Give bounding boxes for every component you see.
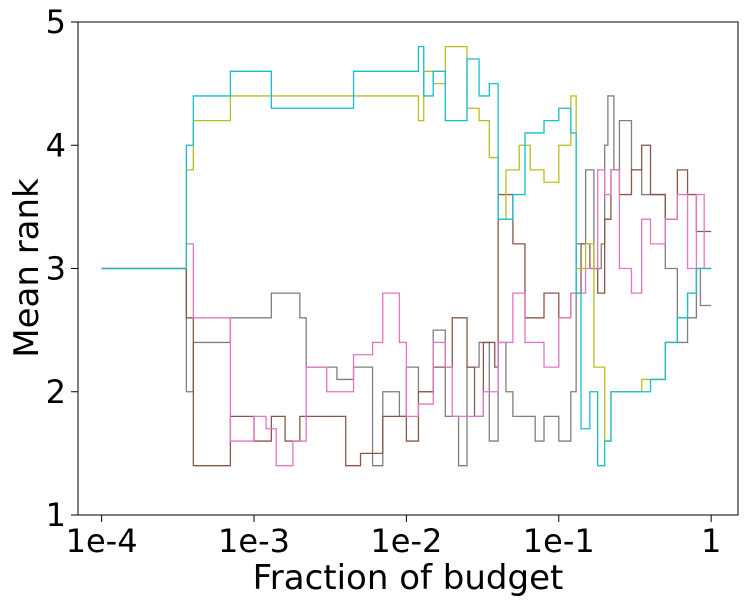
x-tick-label: 1e-3 [218, 522, 290, 560]
y-axis-label: Mean rank [7, 178, 47, 358]
y-tick-label: 1 [46, 496, 66, 534]
series-layer [101, 46, 712, 467]
x-tick-label: 1e-4 [66, 522, 138, 560]
series-line-gray [101, 95, 712, 467]
y-tick-label: 2 [46, 373, 66, 411]
y-tick-label: 3 [46, 250, 66, 288]
x-axis: 1e-4 1e-3 1e-2 1e-1 1 [66, 515, 721, 560]
x-tick-label: 1e-1 [523, 522, 595, 560]
x-axis-label: Fraction of budget [253, 558, 564, 598]
y-tick-label: 4 [46, 126, 66, 164]
x-tick-label: 1 [701, 522, 721, 560]
series-line-cyan [101, 46, 712, 467]
x-tick-label: 1e-2 [370, 522, 442, 560]
y-tick-label: 5 [46, 3, 66, 41]
y-axis: 1 2 3 4 5 [46, 3, 78, 534]
series-line-pink [101, 169, 712, 467]
series-line-brown [101, 144, 712, 467]
